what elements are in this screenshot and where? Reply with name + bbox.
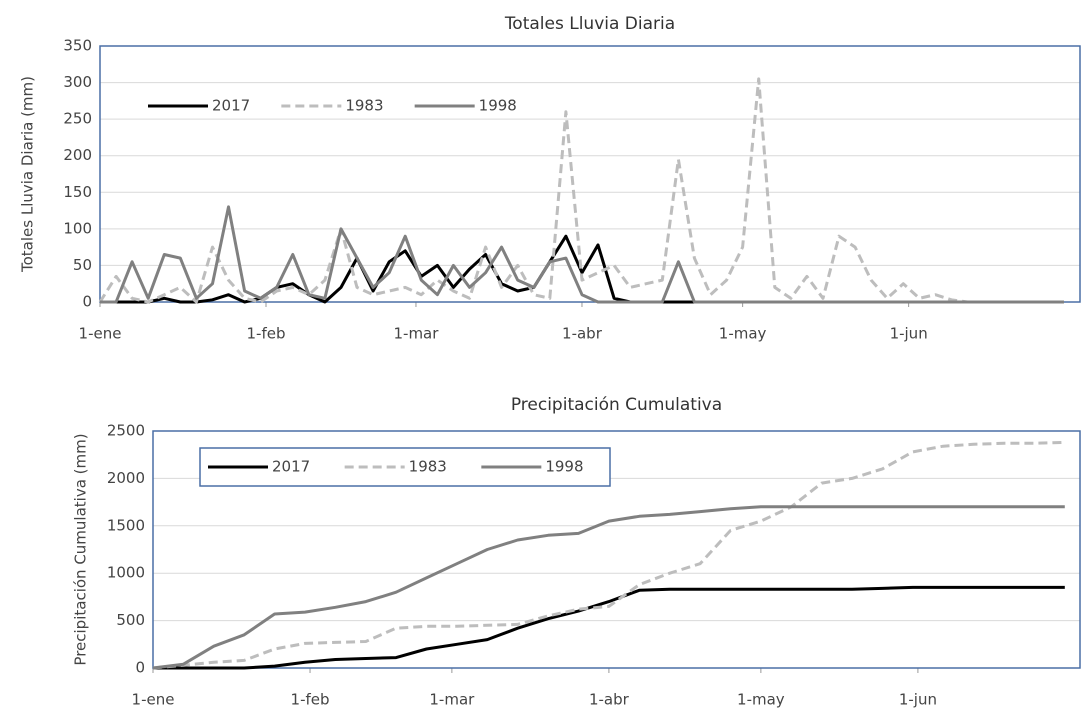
y-tick-label: 500	[116, 611, 145, 629]
plot-frame	[99, 45, 1081, 303]
legend-label: 1998	[545, 458, 583, 476]
series-line	[153, 585, 1065, 670]
chart-title: Precipitación Cumulativa	[511, 395, 722, 415]
y-tick-label: 200	[63, 146, 92, 164]
y-tick-label: 150	[63, 183, 92, 201]
legend-label: 1983	[409, 458, 447, 476]
y-tick-label: 1000	[107, 564, 145, 582]
x-tick-label: 1-mar	[429, 691, 475, 709]
y-tick-label: 50	[73, 256, 92, 274]
y-tick-label: 0	[135, 659, 145, 677]
y-tick-label: 350	[63, 37, 92, 55]
y-tick-label: 2500	[107, 422, 145, 440]
y-tick-label: 2000	[107, 469, 145, 487]
series-line	[152, 440, 1065, 670]
x-tick-label: 1-feb	[291, 691, 330, 709]
x-tick-label: 1-jun	[899, 691, 937, 709]
x-tick-label: 1-jun	[890, 325, 928, 343]
x-tick-label: 1-abr	[589, 691, 630, 709]
y-axis-label: Precipitación Cumulativa (mm)	[72, 433, 90, 665]
x-tick-label: 1-ene	[132, 691, 175, 709]
legend-label: 1998	[479, 97, 517, 115]
x-tick-label: 1-may	[737, 691, 785, 709]
y-tick-label: 100	[63, 219, 92, 237]
x-tick-label: 1-may	[719, 325, 767, 343]
series-line	[98, 77, 1064, 304]
series-line	[152, 505, 1065, 670]
legend-label: 1983	[345, 97, 383, 115]
y-tick-label: 300	[63, 73, 92, 91]
y-tick-label: 250	[63, 110, 92, 128]
x-tick-label: 1-ene	[79, 325, 122, 343]
x-tick-label: 1-feb	[247, 325, 286, 343]
x-tick-label: 1-abr	[562, 325, 603, 343]
chart-title: Totales Lluvia Diaria	[504, 14, 675, 34]
plot-frame	[152, 430, 1081, 669]
y-axis-label: Totales Lluvia Diaria (mm)	[19, 76, 37, 273]
series-line	[100, 205, 1064, 304]
legend-label: 2017	[272, 458, 310, 476]
x-tick-label: 1-mar	[393, 325, 439, 343]
legend-frame	[199, 447, 611, 487]
y-tick-label: 0	[82, 293, 92, 311]
y-tick-label: 1500	[107, 516, 145, 534]
legend-label: 2017	[212, 97, 250, 115]
